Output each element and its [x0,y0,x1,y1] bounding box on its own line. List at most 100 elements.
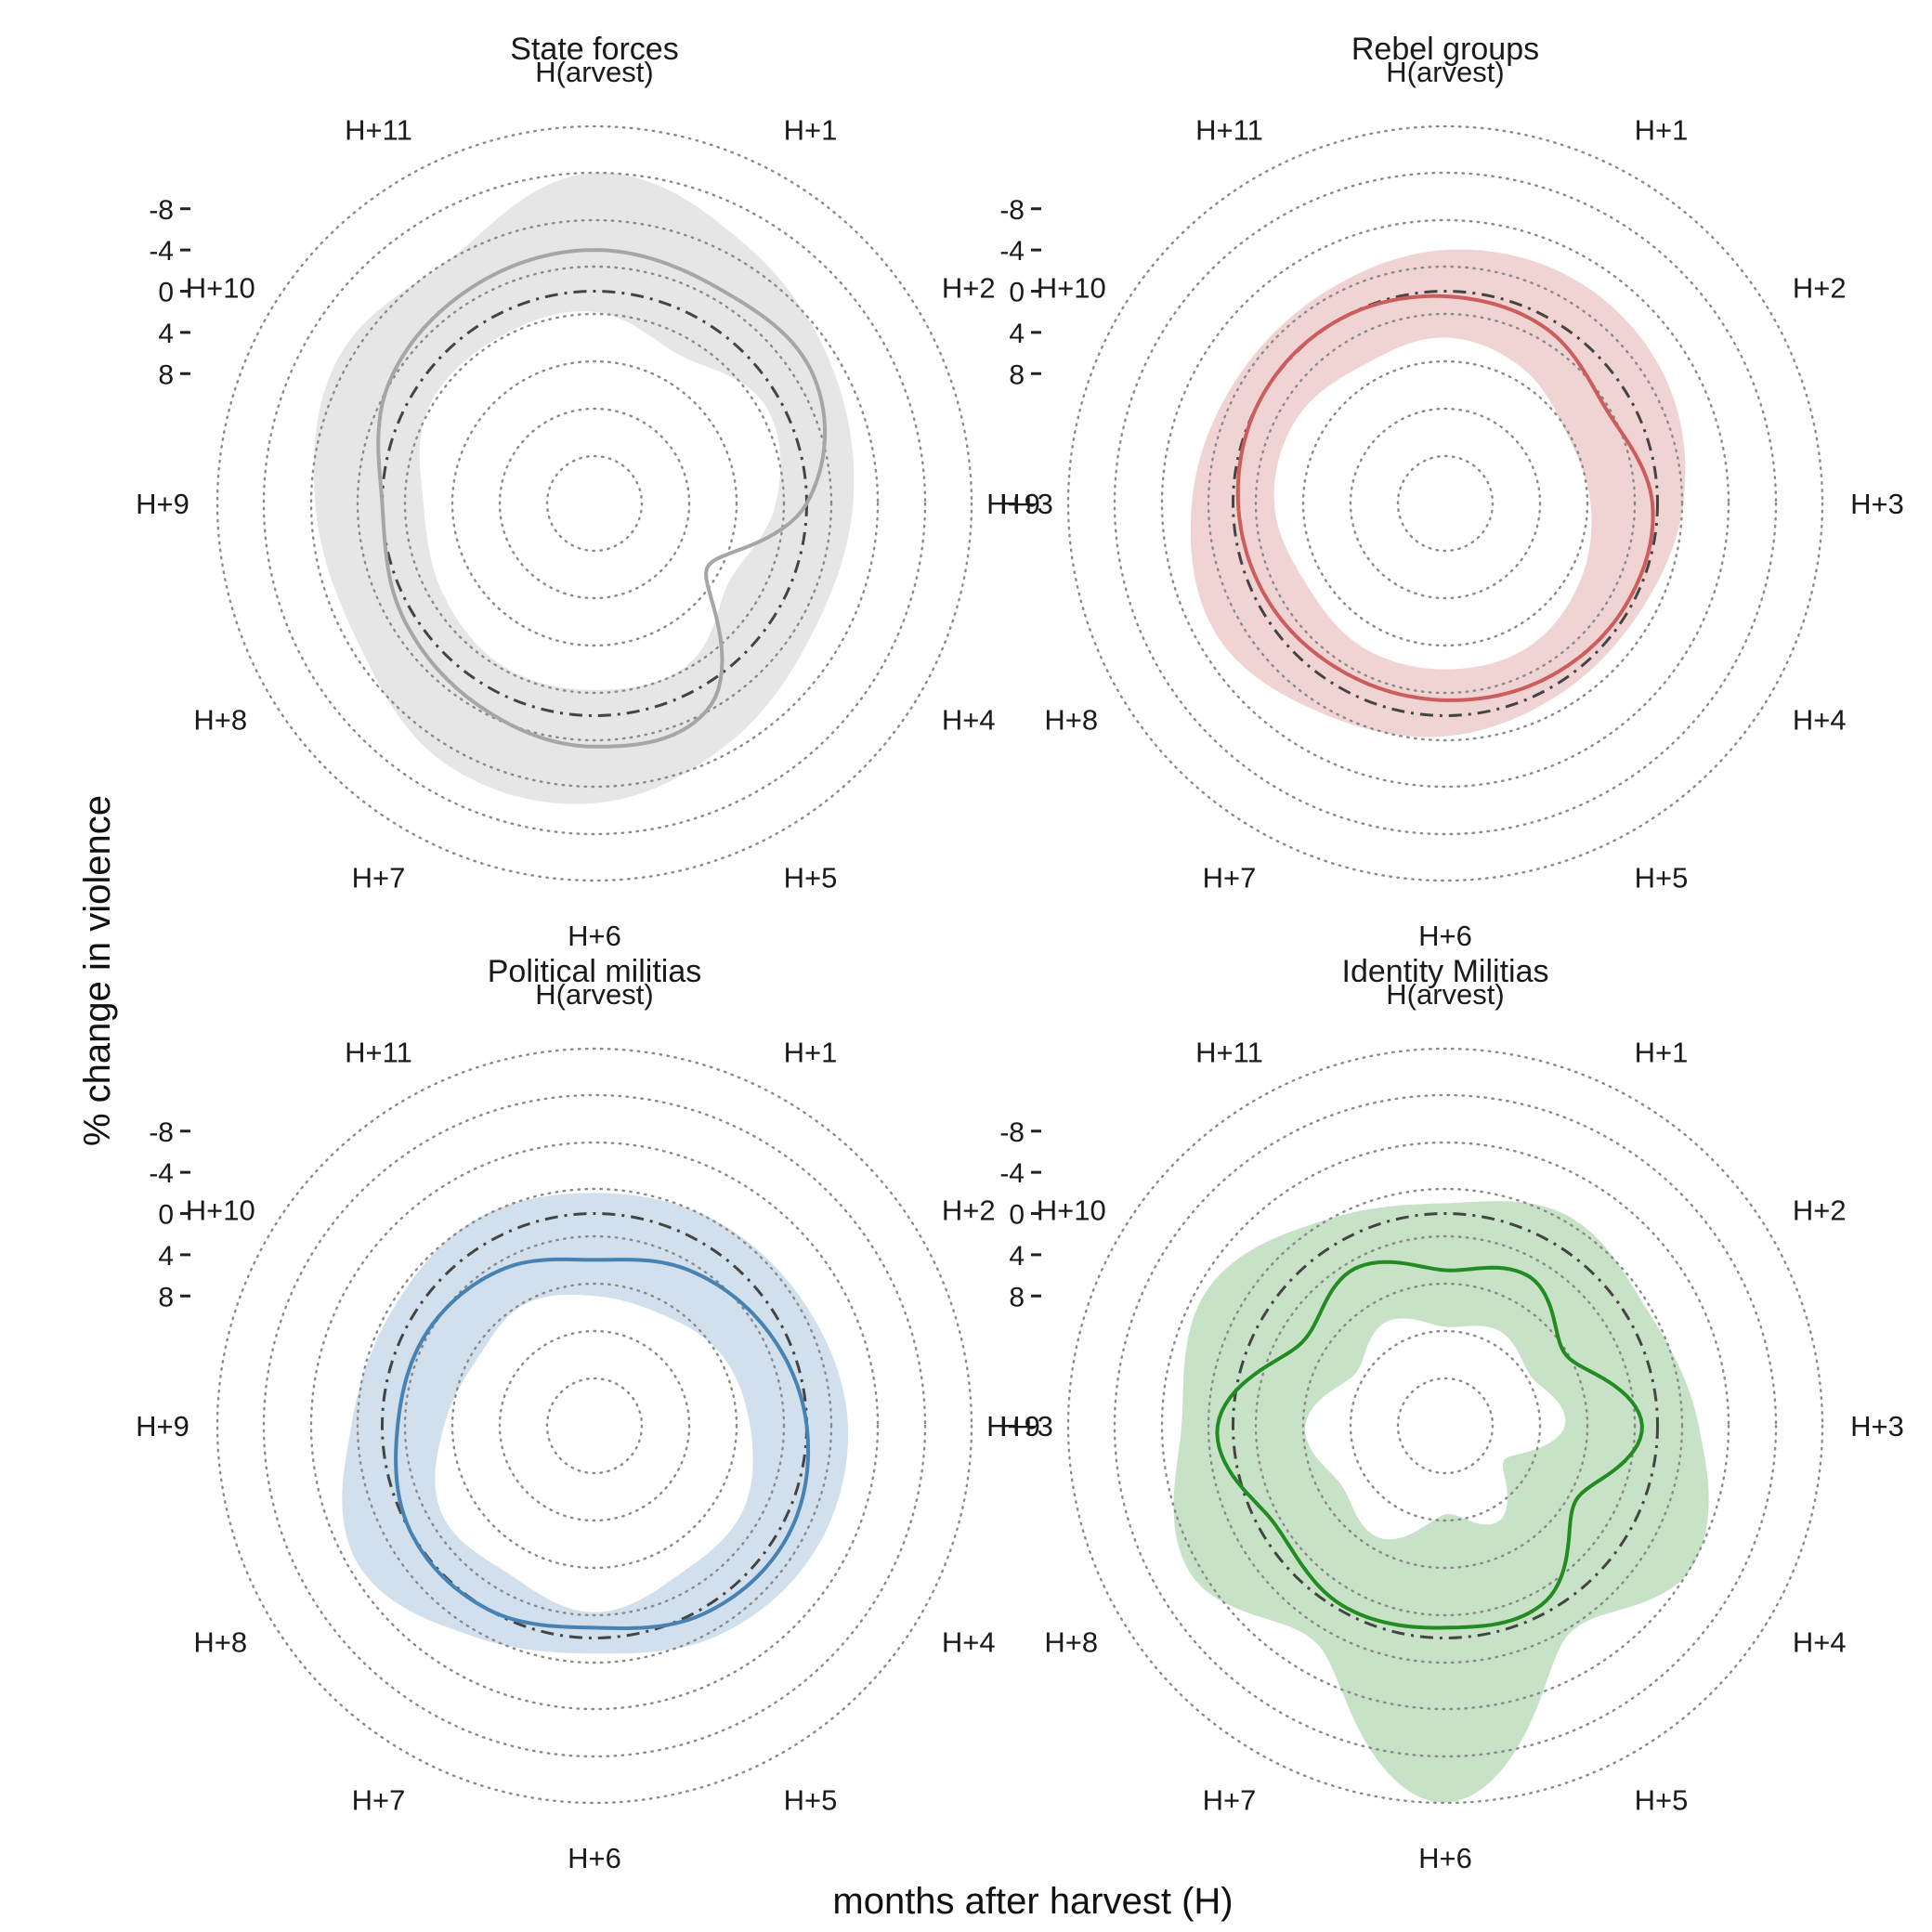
month-label: H+4 [1793,704,1847,737]
grid-ring [1113,171,1778,836]
month-label: H+6 [1418,1842,1472,1874]
radial-tick-label: 0 [158,1200,174,1231]
month-label: H+9 [136,1410,189,1442]
month-label: H+2 [1793,1194,1847,1227]
grid-ring [1301,1282,1589,1570]
grid-ring [1254,312,1637,695]
confidence-band [1190,249,1686,738]
month-label: H+5 [784,862,838,894]
month-label: H+5 [1635,862,1689,894]
grid-ring [1349,407,1542,600]
month-label: H+11 [1195,1036,1263,1068]
month-label: H+8 [1044,1626,1098,1659]
month-label: H+3 [1850,1410,1904,1442]
month-label: H+9 [986,1410,1040,1442]
radial-tick-label: -4 [149,1158,174,1189]
radial-tick-label: 8 [158,359,174,390]
panel-title: Identity Militias [1342,954,1549,989]
radial-tick-label: -4 [999,1158,1025,1189]
grid-ring [1160,218,1730,789]
grid-ring [356,265,833,742]
grid-ring [545,454,644,553]
month-label: H+1 [1635,1036,1689,1068]
grid-ring [1349,1329,1542,1522]
month-label: H+8 [193,704,247,737]
grid-ring [1066,124,1824,882]
grid-ring [498,1329,691,1522]
radial-tick-label: 8 [158,1282,174,1312]
confidence-band [342,1193,849,1654]
confidence-band [1173,1201,1709,1803]
month-label: H+9 [136,488,189,520]
month-label: H(arvest) [535,978,653,1011]
radial-tick-label: 0 [1009,1200,1025,1231]
panel-title: Rebel groups [1351,32,1539,67]
grid-ring [1207,265,1684,742]
x-axis-title: months after harvest (H) [832,1881,1233,1922]
month-label: H+9 [986,488,1040,520]
grid-ring [215,124,973,882]
month-label: H+7 [1203,1784,1257,1817]
radial-tick-label: 0 [158,278,174,308]
month-label: H(arvest) [1386,56,1504,88]
month-label: H+10 [1037,272,1106,305]
grid-ring [309,1141,880,1711]
grid-ring [1207,1187,1684,1664]
month-label: H+2 [942,272,996,305]
month-label: H+6 [568,920,621,952]
month-label: H+7 [352,1784,406,1817]
month-label: H(arvest) [535,56,653,88]
month-label: H+4 [942,1626,996,1659]
grid-ring [262,1093,927,1758]
confidence-band [314,172,855,804]
radial-tick-label: -8 [999,1117,1025,1148]
month-label: H+6 [1418,920,1472,952]
mean-line [394,1257,811,1630]
radial-tick-label: 0 [1009,278,1025,308]
radial-tick-label: 8 [1009,1282,1025,1312]
month-label: H+8 [1044,704,1098,737]
month-label: H+3 [999,1410,1053,1442]
month-label: H+5 [1635,1784,1689,1817]
month-label: H+1 [784,113,838,146]
radial-tick-label: 4 [158,1241,174,1272]
month-label: H+10 [1037,1194,1106,1227]
month-label: H+11 [345,113,412,146]
month-label: H+4 [942,704,996,737]
month-label: H+5 [784,1784,838,1817]
zero-reference-ring [1232,290,1659,717]
grid-ring [450,359,738,647]
month-label: H+2 [942,1194,996,1227]
radial-tick-label: -4 [999,236,1025,267]
grid-ring [215,1047,973,1805]
grid-ring [1113,1093,1778,1758]
month-label: H+3 [1850,488,1904,520]
radial-tick-label: 4 [1009,1241,1025,1272]
grid-ring [262,171,927,836]
grid-ring [403,312,786,695]
grid-ring [356,1187,833,1664]
month-label: H+4 [1793,1626,1847,1659]
radial-tick-label: 8 [1009,359,1025,390]
month-label: H+10 [186,272,255,305]
grid-ring [1254,1234,1637,1617]
radial-tick-label: -4 [149,236,174,267]
radial-tick-label: 4 [1009,319,1025,349]
radial-tick-label: -8 [999,195,1025,226]
month-label: H+1 [1635,113,1689,146]
mean-line [1235,294,1655,702]
month-label: H+3 [999,488,1053,520]
grid-ring [498,407,691,600]
month-label: H+7 [352,862,406,894]
grid-ring [309,218,880,789]
month-label: H+11 [345,1036,412,1068]
radial-tick-label: -8 [149,1117,174,1148]
panel-title: State forces [510,32,678,67]
month-label: H+11 [1195,113,1263,146]
month-label: H+2 [1793,272,1847,305]
grid-ring [450,1282,738,1570]
